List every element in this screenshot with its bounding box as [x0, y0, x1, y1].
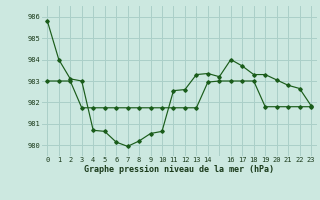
X-axis label: Graphe pression niveau de la mer (hPa): Graphe pression niveau de la mer (hPa)	[84, 165, 274, 174]
